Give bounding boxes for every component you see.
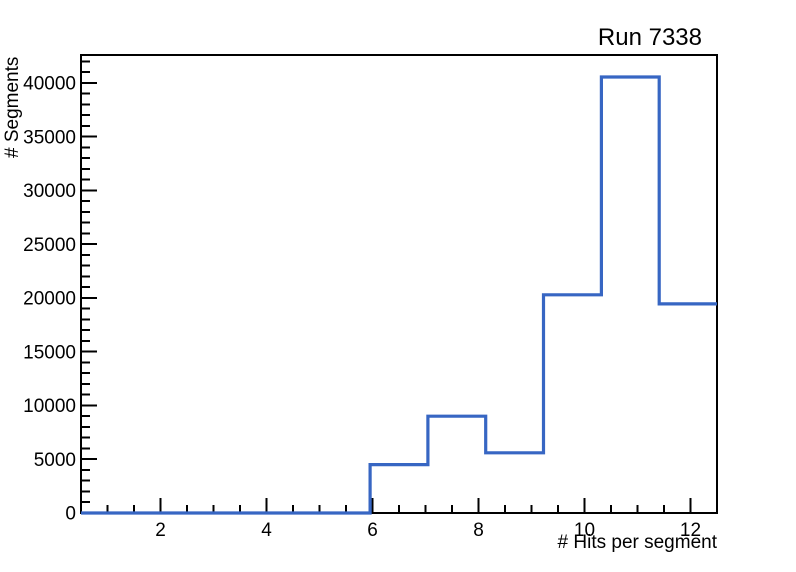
y-tick-label: 35000: [23, 127, 76, 148]
y-tick-label: 25000: [23, 235, 76, 256]
y-tick-label: 20000: [23, 289, 76, 310]
x-tick-label: 2: [155, 520, 166, 541]
axis-tick-labels: 2 4 6 8 10 12 0 5000 10000 15000 20000 25000 30000 35…: [23, 74, 701, 541]
plot-title: Run 7338: [597, 24, 702, 51]
y-tick-label: 0: [65, 504, 76, 525]
y-tick-label: 30000: [23, 181, 76, 202]
y-tick-label: 40000: [23, 74, 76, 95]
axis-ticks: [81, 60, 692, 514]
histogram-line: [81, 75, 717, 515]
y-tick-label: 10000: [23, 396, 76, 417]
plot-frame: [80, 54, 718, 514]
x-tick-label: 8: [473, 520, 484, 541]
x-axis-title: # Hits per segment: [557, 532, 717, 553]
y-tick-label: 15000: [23, 342, 76, 363]
y-tick-label: 5000: [34, 450, 76, 471]
x-tick-label: 4: [261, 520, 272, 541]
x-tick-label: 10: [574, 520, 595, 541]
x-tick-label: 6: [367, 520, 378, 541]
x-tick-label: 12: [680, 520, 701, 541]
